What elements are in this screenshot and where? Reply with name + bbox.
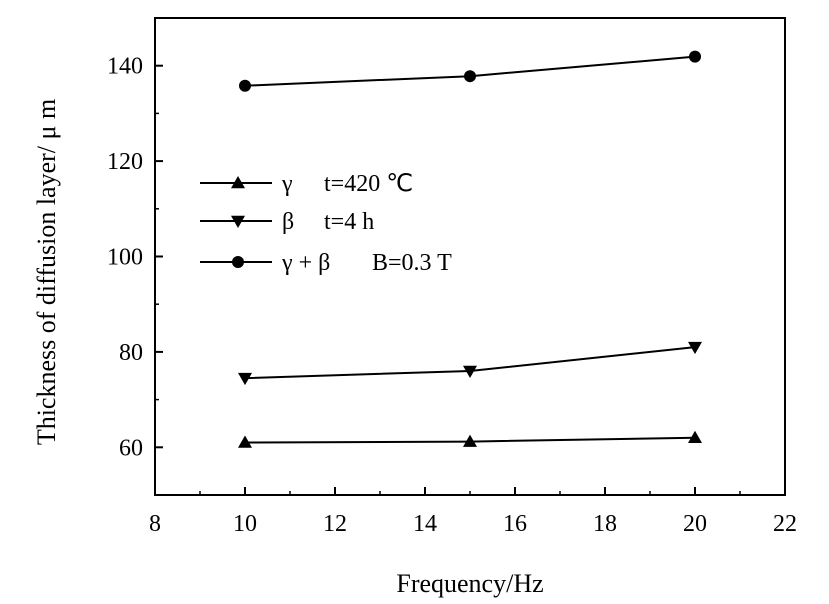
data-point-2-2 — [689, 50, 701, 63]
y-axis-label: Thickness of diffusion layer/ μ m — [32, 99, 61, 445]
ticks: 8 10 12 14 16 18 20 22 60 80 100 120 140 — [107, 17, 797, 537]
legend-condition-1: t=4 h — [324, 209, 374, 235]
series-markers — [238, 50, 702, 448]
x-tick-label: 14 — [413, 511, 437, 537]
x-tick-label: 10 — [233, 511, 257, 537]
data-point-1-0 — [238, 372, 252, 386]
legend-condition-2: B=0.3 T — [372, 250, 452, 276]
legend-entry-2: γ + β — [281, 250, 330, 276]
legend-marker-0 — [231, 176, 245, 189]
x-tick-label: 18 — [593, 511, 617, 537]
y-tick-label: 140 — [107, 54, 143, 80]
data-point-1-2 — [688, 341, 702, 355]
legend-condition-0: t=420 ℃ — [324, 171, 413, 197]
data-point-0-0 — [238, 435, 252, 448]
data-point-1-1 — [463, 365, 477, 378]
y-tick-label: 120 — [107, 149, 143, 175]
y-tick-label: 60 — [119, 435, 143, 461]
y-tick-label: 100 — [107, 245, 143, 271]
data-point-2-1 — [464, 70, 476, 83]
x-tick-label: 12 — [323, 511, 347, 537]
legend: γ t=420 ℃ β t=4 h γ + β B=0.3 T — [200, 171, 452, 276]
legend-entry-0: γ — [281, 171, 293, 197]
y-tick-label: 80 — [119, 340, 143, 366]
data-point-0-2 — [688, 430, 702, 444]
x-axis-label: Frequency/Hz — [396, 569, 543, 598]
x-tick-label: 8 — [149, 511, 161, 537]
data-point-0-1 — [463, 434, 477, 447]
legend-marker-1 — [231, 215, 245, 228]
data-point-2-0 — [239, 79, 251, 92]
x-tick-label: 22 — [773, 511, 797, 537]
x-tick-label: 20 — [683, 511, 707, 537]
legend-entry-1: β — [282, 209, 294, 235]
legend-marker-2 — [232, 256, 244, 268]
x-tick-label: 16 — [503, 511, 527, 537]
